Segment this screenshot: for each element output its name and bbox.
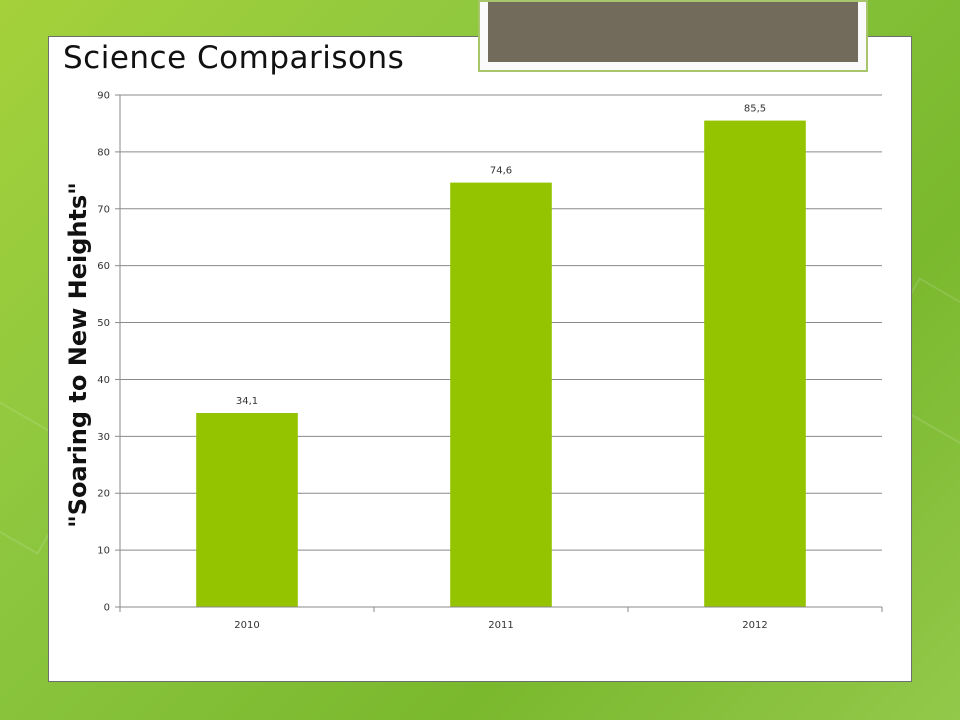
x-tick-label: 2011 [488,620,513,631]
y-tick-label: 90 [97,91,110,102]
y-tick-label: 30 [97,432,110,443]
y-tick-label: 20 [97,489,110,500]
data-label: 85,5 [744,104,766,115]
y-tick-label: 10 [97,546,110,557]
bar [196,413,298,607]
slide-title: Science Comparisons [63,40,405,76]
data-label: 74,6 [490,166,512,177]
y-tick-label: 0 [104,603,110,614]
y-tick-label: 40 [97,375,110,386]
data-label: 34,1 [236,396,258,407]
bar [450,182,552,607]
x-tick-label: 2010 [234,620,259,631]
title-decoration-box [478,0,868,72]
x-tick-label: 2012 [742,620,767,631]
y-tick-label: 50 [97,318,110,329]
y-tick-label: 70 [97,204,110,215]
title-decoration-fill [488,2,858,62]
bar [704,120,806,607]
y-tick-label: 80 [97,147,110,158]
y-tick-label: 60 [97,261,110,272]
